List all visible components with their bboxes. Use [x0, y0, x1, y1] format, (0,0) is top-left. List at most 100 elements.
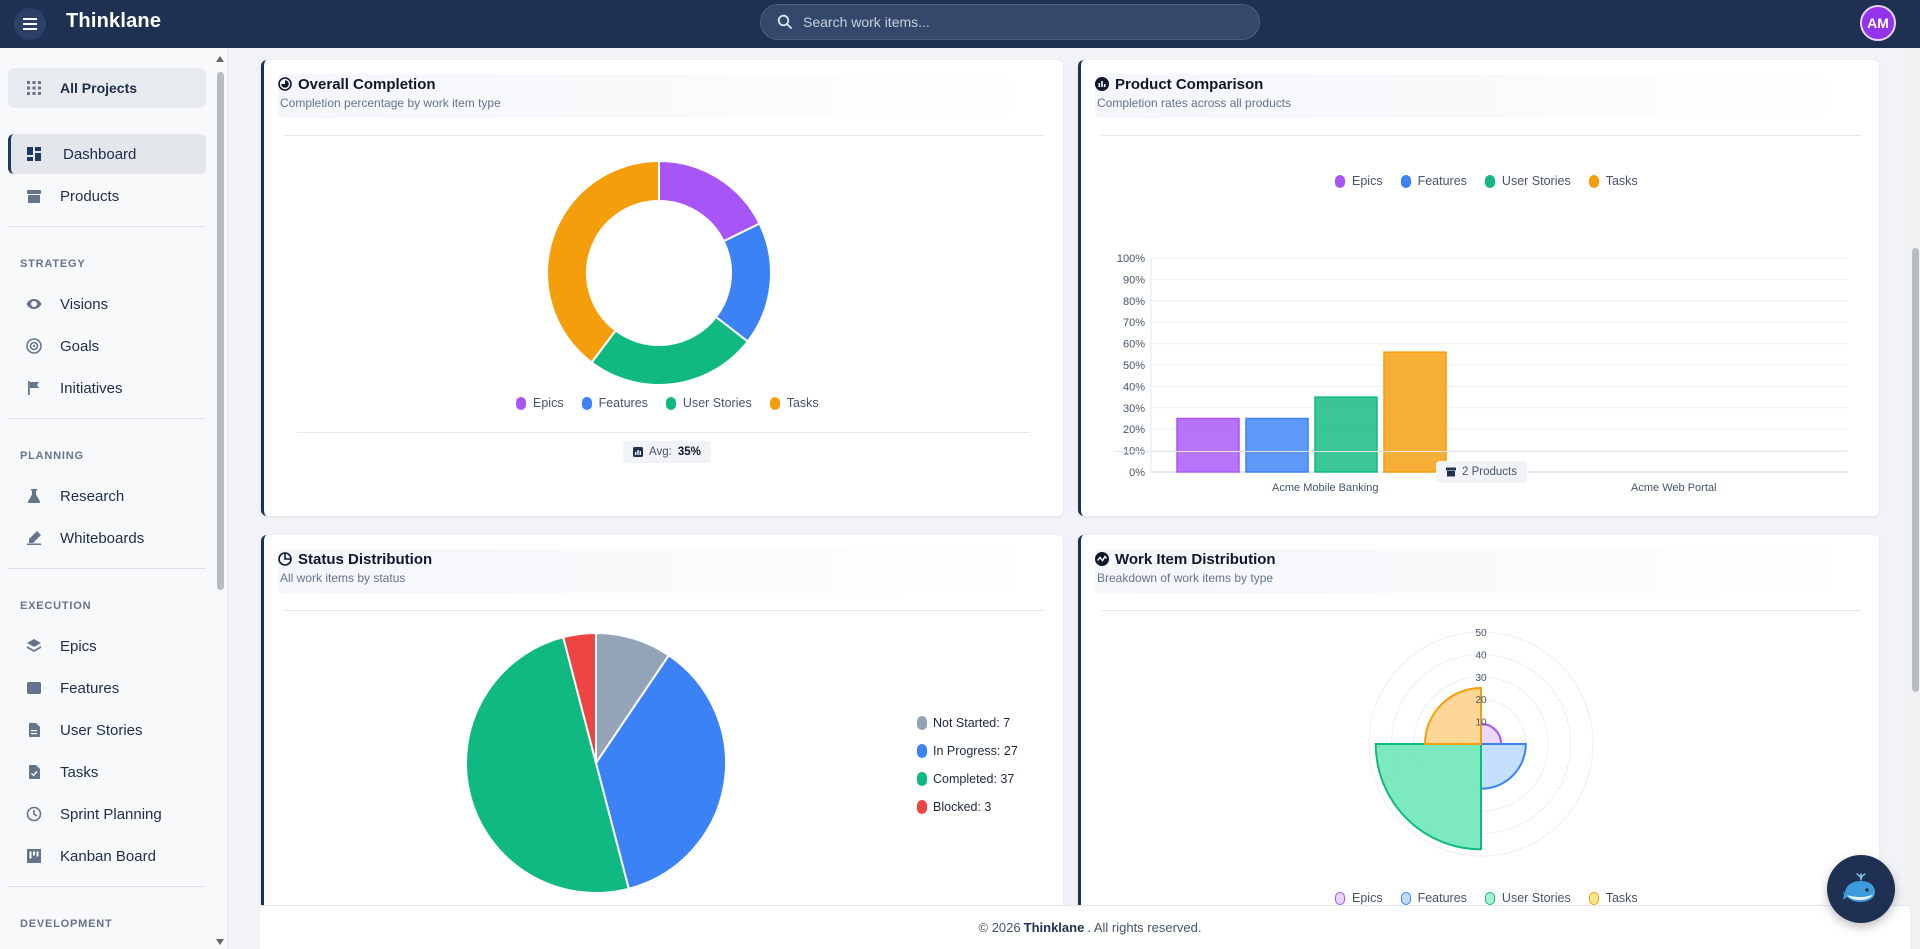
sidebar-item-visions[interactable]: Visions [8, 284, 206, 324]
card-subtitle: Breakdown of work items by type [1097, 571, 1274, 585]
legend-item-blocked[interactable]: Blocked: 3 [917, 793, 1018, 821]
sidebar-item-user-stories[interactable]: User Stories [8, 710, 206, 750]
sidebar-item-kanban-board[interactable]: Kanban Board [8, 836, 206, 876]
pie-slice-in-progress[interactable] [594, 653, 727, 891]
y-tick-label: 60% [1123, 339, 1145, 351]
legend-item-epics[interactable]: Epics [1335, 174, 1383, 188]
legend-item-tasks[interactable]: Tasks [769, 396, 819, 410]
sidebar-item-features[interactable]: Features [8, 668, 206, 708]
legend-item-user-stories[interactable]: User Stories [1484, 174, 1571, 188]
y-tick-label: 40% [1123, 381, 1145, 393]
search-icon [777, 14, 792, 29]
scroll-up-arrow-icon[interactable] [216, 56, 224, 62]
legend-swatch [665, 396, 676, 410]
products-count-badge: 2 Products [1436, 461, 1527, 483]
section-title-execution: EXECUTION [20, 600, 92, 612]
layers-icon [8, 638, 60, 654]
document-icon [8, 722, 60, 738]
sidebar-item-epics[interactable]: Epics [8, 626, 206, 666]
sidebar-divider [8, 418, 206, 419]
sidebar-item-label: Sprint Planning [60, 805, 162, 823]
sidebar-scrollbar[interactable] [216, 56, 224, 946]
archive-icon [8, 188, 60, 204]
legend-item-completed[interactable]: Completed: 37 [917, 765, 1018, 793]
card-header: Overall Completion Completion percentage… [278, 74, 1049, 118]
polar-sector-tasks[interactable] [1423, 686, 1482, 745]
bar-legend: Epics Features User Stories Tasks [1335, 174, 1638, 188]
kanban-icon [8, 848, 60, 864]
sidebar-item-sprint-planning[interactable]: Sprint Planning [8, 794, 206, 834]
assistant-chat-button[interactable] [1827, 855, 1895, 923]
task-icon [8, 764, 60, 780]
flag-icon [8, 380, 60, 396]
grid-icon [8, 80, 60, 96]
legend-label: Epics [533, 396, 564, 410]
legend-swatch [1484, 891, 1495, 905]
search-input[interactable] [803, 14, 1223, 30]
user-avatar[interactable]: AM [1860, 5, 1896, 41]
legend-swatch [917, 716, 927, 730]
section-title-development: DEVELOPMENT [20, 918, 113, 930]
feature-icon [8, 680, 60, 696]
x-tick-label: Acme Web Portal [1631, 482, 1716, 494]
pie-slice-blocked[interactable] [562, 631, 597, 764]
legend-item-user-stories[interactable]: User Stories [1484, 891, 1571, 905]
radial-tick-label: 50 [1475, 628, 1487, 639]
main-scroll-thumb[interactable] [1912, 248, 1919, 692]
bar-epics-acme-mobile-banking[interactable] [1176, 417, 1240, 473]
bar-chart: 0%10%20%30%40%50%60%70%80%90%100%Acme Mo… [1117, 253, 1848, 494]
activity-icon [1095, 552, 1109, 566]
pie-slice-completed[interactable] [465, 635, 630, 894]
scroll-down-arrow-icon[interactable] [216, 939, 224, 945]
sidebar-item-label: Initiatives [60, 379, 123, 397]
legend-item-epics[interactable]: Epics [1335, 891, 1383, 905]
main-scrollbar[interactable] [1910, 48, 1920, 949]
radial-tick-label: 20 [1475, 695, 1487, 706]
polar-sector-user-stories[interactable] [1374, 743, 1482, 851]
brand-name[interactable]: Thinklane [66, 10, 162, 32]
legend-item-epics[interactable]: Epics [516, 396, 564, 410]
sidebar-item-initiatives[interactable]: Initiatives [8, 368, 206, 408]
donut-slice-epics[interactable] [658, 159, 761, 243]
pie-slice-not-started[interactable] [595, 631, 671, 767]
x-tick-label: Acme Mobile Banking [1272, 482, 1378, 494]
legend-item-user-stories[interactable]: User Stories [665, 396, 752, 410]
legend-item-tasks[interactable]: Tasks [1588, 891, 1638, 905]
polar-grid-ring [1368, 631, 1594, 857]
legend-item-not-started[interactable]: Not Started: 7 [917, 709, 1018, 737]
sidebar-scroll-thumb[interactable] [217, 72, 224, 590]
sidebar-item-label: Whiteboards [60, 529, 145, 547]
sprint-icon [8, 806, 60, 822]
polar-sector-features[interactable] [1480, 743, 1527, 790]
sidebar-item-research[interactable]: Research [8, 476, 206, 516]
legend-item-tasks[interactable]: Tasks [1588, 174, 1638, 188]
bar-features-acme-mobile-banking[interactable] [1245, 417, 1309, 473]
menu-toggle-button[interactable] [14, 8, 46, 40]
legend-item-features[interactable]: Features [1400, 891, 1467, 905]
polar-legend: Epics Features User Stories Tasks [1335, 891, 1638, 905]
sidebar: All Projects Dashboard Products STRATEGY… [0, 48, 228, 949]
legend-item-in-progress[interactable]: In Progress: 27 [917, 737, 1018, 765]
bar-user-stories-acme-mobile-banking[interactable] [1314, 396, 1378, 473]
donut-slice-user-stories[interactable] [590, 315, 750, 386]
flask-icon [8, 488, 60, 504]
pie-chart-icon [278, 552, 292, 566]
footer-brand-link[interactable]: Thinklane [1023, 920, 1085, 935]
sidebar-item-whiteboards[interactable]: Whiteboards [8, 518, 206, 558]
donut-slice-tasks[interactable] [546, 159, 660, 364]
section-title-strategy: STRATEGY [20, 258, 86, 270]
legend-swatch [581, 396, 592, 410]
y-tick-label: 30% [1123, 403, 1145, 415]
legend-item-features[interactable]: Features [1400, 174, 1467, 188]
sidebar-item-products[interactable]: Products [8, 176, 206, 216]
card-subtitle: Completion percentage by work item type [280, 96, 501, 110]
sidebar-item-tasks[interactable]: Tasks [8, 752, 206, 792]
sidebar-item-all-projects[interactable]: All Projects [8, 68, 206, 108]
sidebar-item-dashboard[interactable]: Dashboard [8, 134, 206, 174]
sidebar-item-goals[interactable]: Goals [8, 326, 206, 366]
y-tick-label: 90% [1123, 274, 1145, 286]
legend-item-features[interactable]: Features [581, 396, 648, 410]
search-box[interactable] [760, 4, 1260, 40]
bar-tasks-acme-mobile-banking[interactable] [1383, 351, 1447, 473]
y-tick-label: 50% [1123, 360, 1145, 372]
